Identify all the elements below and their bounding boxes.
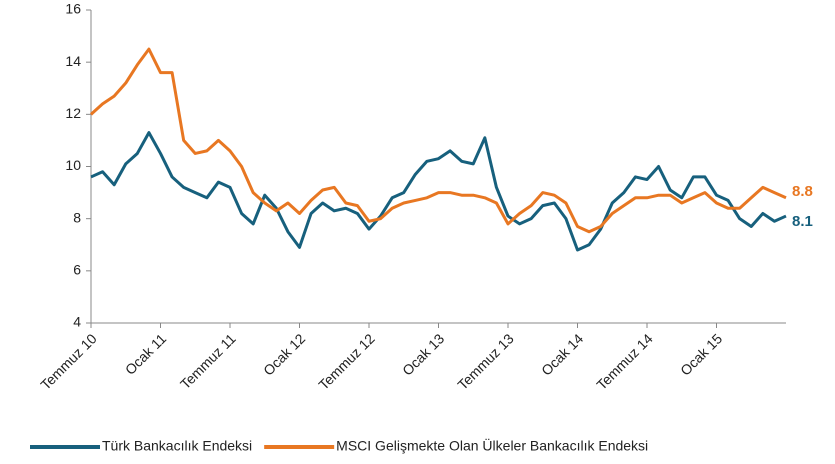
y-tick-label: 12 xyxy=(65,105,81,121)
x-tick-label: Temmuz 14 xyxy=(593,330,656,393)
end-label: 8.1 xyxy=(792,213,813,230)
legend-label: Türk Bankacılık Endeksi xyxy=(102,438,252,454)
end-label: 8.8 xyxy=(792,183,813,200)
x-tick-label: Ocak 14 xyxy=(538,330,586,378)
x-tick-label: Temmuz 12 xyxy=(315,330,378,393)
series-line xyxy=(89,47,787,234)
x-tick-label: Ocak 15 xyxy=(677,330,725,378)
y-tick-label: 14 xyxy=(65,53,81,69)
x-tick-label: Ocak 13 xyxy=(399,330,447,378)
y-tick-label: 16 xyxy=(65,1,81,17)
y-tick-label: 4 xyxy=(73,314,81,330)
x-tick-label: Ocak 12 xyxy=(260,330,308,378)
x-tick-label: Temmuz 13 xyxy=(454,330,517,393)
legend-label: MSCI Gelişmekte Olan Ülkeler Bankacılık … xyxy=(336,437,648,454)
x-tick-label: Temmuz 11 xyxy=(177,330,239,392)
x-tick-label: Temmuz 10 xyxy=(37,330,100,393)
series-line xyxy=(90,131,787,252)
y-tick-label: 6 xyxy=(73,262,81,278)
y-tick-label: 10 xyxy=(65,157,81,173)
x-tick-label: Ocak 11 xyxy=(122,330,170,378)
y-tick-label: 8 xyxy=(73,209,81,225)
